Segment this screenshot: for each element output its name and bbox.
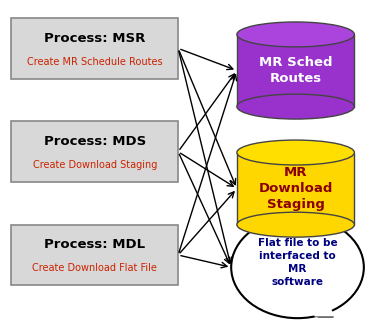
FancyBboxPatch shape [11, 121, 178, 182]
Text: MR
Download
Staging: MR Download Staging [258, 166, 333, 211]
Text: Process: MSR: Process: MSR [44, 31, 146, 45]
Text: Process: MDL: Process: MDL [44, 238, 145, 251]
Ellipse shape [237, 140, 354, 165]
Ellipse shape [237, 212, 354, 237]
FancyBboxPatch shape [11, 18, 178, 79]
Text: Create Download Flat File: Create Download Flat File [32, 263, 157, 273]
Ellipse shape [231, 216, 364, 318]
Text: MR Sched
Routes: MR Sched Routes [259, 56, 332, 85]
FancyBboxPatch shape [11, 225, 178, 285]
Text: Process: MDS: Process: MDS [44, 135, 146, 148]
Text: Create Download Staging: Create Download Staging [33, 160, 157, 170]
FancyBboxPatch shape [237, 153, 354, 225]
Ellipse shape [237, 22, 354, 47]
Ellipse shape [237, 94, 354, 119]
Polygon shape [315, 307, 334, 317]
FancyBboxPatch shape [237, 34, 354, 107]
Text: Create MR Schedule Routes: Create MR Schedule Routes [27, 57, 163, 67]
Text: Flat file to be
interfaced to
MR
software: Flat file to be interfaced to MR softwar… [258, 238, 337, 287]
Polygon shape [311, 303, 335, 317]
